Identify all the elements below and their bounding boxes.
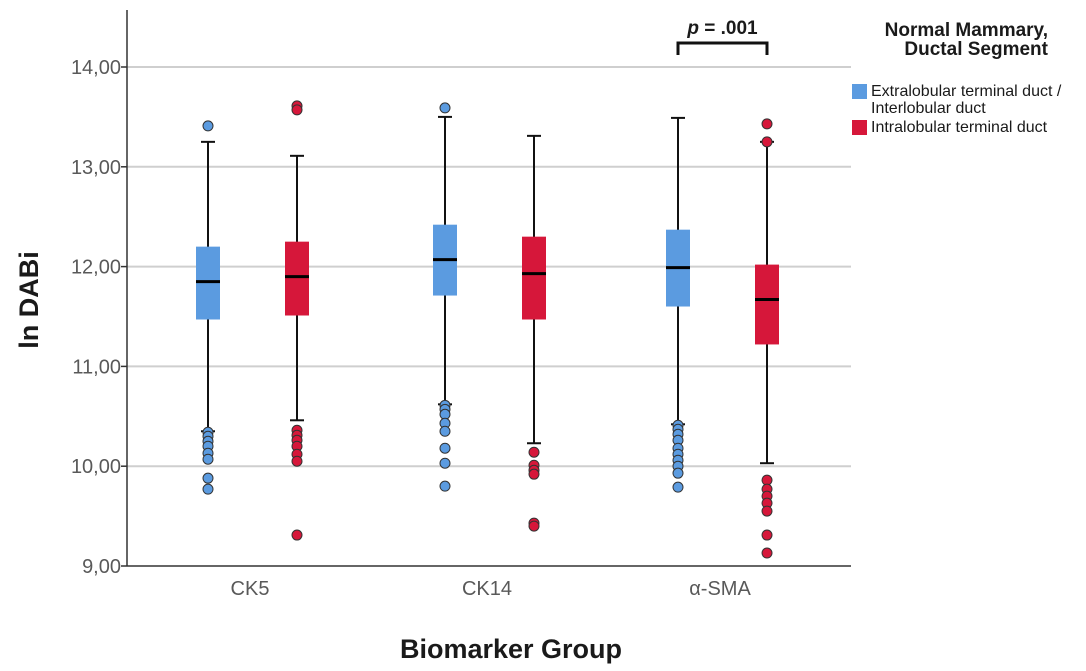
outlier-point bbox=[202, 453, 214, 465]
outlier-point bbox=[291, 104, 303, 116]
boxes bbox=[196, 100, 779, 559]
outlier-point bbox=[528, 468, 540, 480]
box-2-2 bbox=[522, 134, 546, 532]
legend-swatch bbox=[852, 84, 867, 99]
box-1-1 bbox=[196, 120, 220, 495]
x-tick-label: α-SMA bbox=[689, 578, 751, 600]
legend: Normal Mammary,Ductal Segment Extralobula… bbox=[852, 20, 1062, 136]
gridlines bbox=[121, 66, 851, 567]
y-tick-label: 10,00 bbox=[71, 456, 121, 478]
x-tick-label: CK14 bbox=[462, 578, 512, 600]
legend-label: Intralobular terminal duct bbox=[871, 119, 1048, 136]
outlier-point bbox=[439, 442, 451, 454]
outlier-point bbox=[528, 520, 540, 532]
outlier-point bbox=[202, 483, 214, 495]
outlier-point bbox=[439, 480, 451, 492]
outlier-point bbox=[672, 481, 684, 493]
y-tick-labels: 9,00 10,00 11,00 12,00 13,00 14,00 bbox=[71, 57, 121, 578]
outlier-point bbox=[291, 455, 303, 467]
axes bbox=[126, 10, 851, 567]
box-1-2 bbox=[433, 102, 457, 492]
outlier-point bbox=[439, 102, 451, 114]
significance-bracket bbox=[676, 41, 769, 55]
x-tick-labels: CK5 CK14 α-SMA bbox=[231, 578, 752, 600]
significance-label: p = .001 bbox=[686, 18, 758, 39]
outlier-point bbox=[291, 529, 303, 541]
legend-label: Interlobular duct bbox=[871, 100, 986, 117]
legend-label: Extralobular terminal duct / bbox=[871, 83, 1062, 100]
legend-title: Ductal Segment bbox=[904, 39, 1048, 60]
y-tick-label: 13,00 bbox=[71, 157, 121, 179]
y-axis-title: ln DABi bbox=[14, 251, 44, 349]
y-tick-label: 14,00 bbox=[71, 57, 121, 79]
outlier-point bbox=[202, 472, 214, 484]
x-tick-label: CK5 bbox=[231, 578, 270, 600]
outlier-point bbox=[528, 446, 540, 458]
y-tick-label: 11,00 bbox=[72, 356, 121, 378]
iqr-box bbox=[522, 236, 546, 320]
y-tick-label: 9,00 bbox=[82, 556, 121, 578]
outlier-point bbox=[761, 136, 773, 148]
outlier-point bbox=[439, 457, 451, 469]
y-tick-label: 12,00 bbox=[71, 257, 121, 279]
outlier-point bbox=[761, 547, 773, 559]
iqr-box bbox=[755, 264, 779, 345]
outlier-point bbox=[761, 118, 773, 130]
legend-swatch bbox=[852, 120, 867, 135]
outlier-point bbox=[761, 529, 773, 541]
outlier-point bbox=[202, 120, 214, 132]
box-2-1 bbox=[285, 100, 309, 541]
outlier-point bbox=[439, 425, 451, 437]
outlier-point bbox=[672, 467, 684, 479]
significance-annotation: p = .001 bbox=[676, 18, 769, 55]
legend-title: Normal Mammary, bbox=[885, 20, 1048, 41]
x-axis-title: Biomarker Group bbox=[400, 634, 622, 664]
box-2-3 bbox=[755, 118, 779, 559]
outlier-point bbox=[761, 505, 773, 517]
iqr-box bbox=[285, 241, 309, 316]
box-1-3 bbox=[666, 116, 690, 493]
